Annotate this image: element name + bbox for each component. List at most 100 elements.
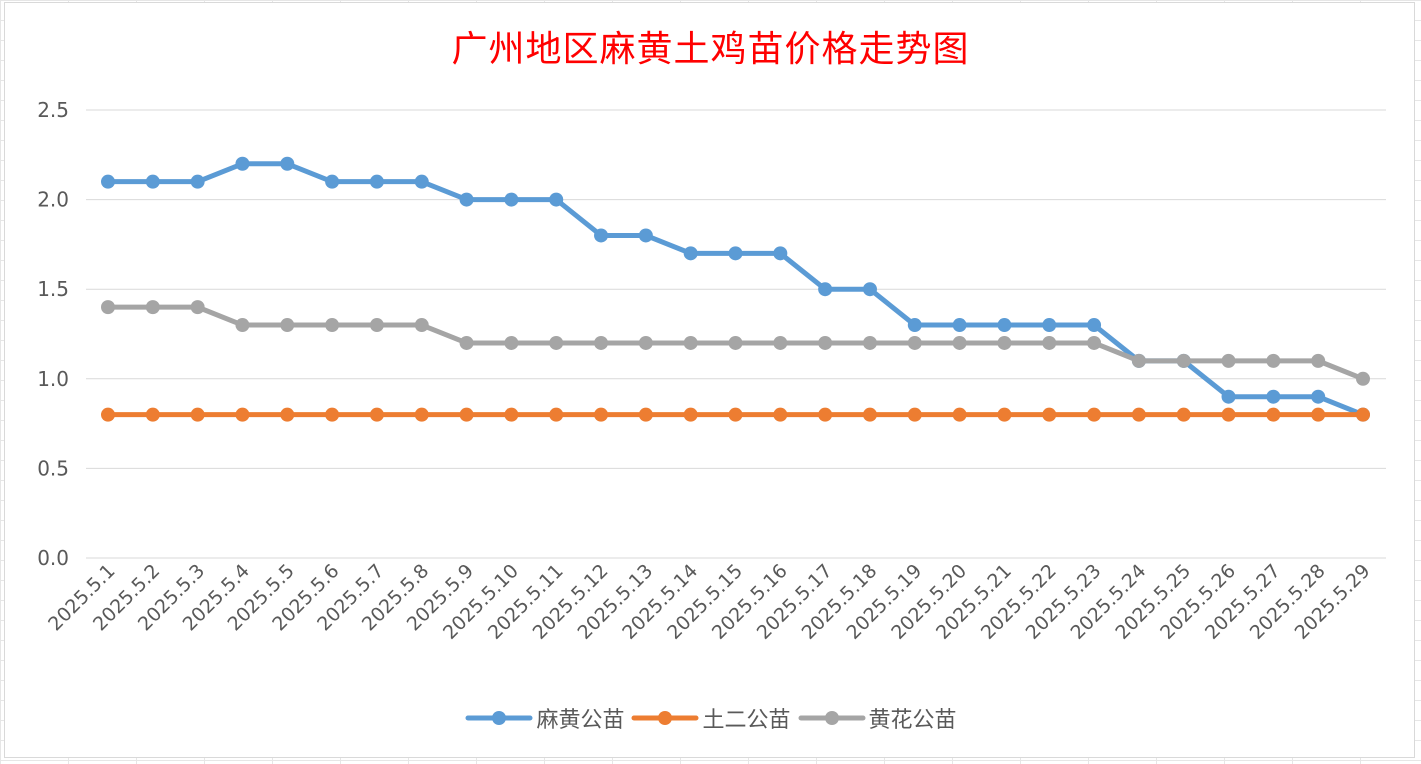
data-point <box>1266 353 1281 368</box>
y-tick-label: 0.0 <box>37 546 69 570</box>
data-point <box>818 335 833 350</box>
data-point <box>280 156 295 171</box>
data-point <box>369 407 384 422</box>
data-point <box>952 407 967 422</box>
data-point <box>1176 407 1191 422</box>
y-tick-label: 2.0 <box>37 188 69 212</box>
data-point <box>414 407 429 422</box>
data-point <box>594 228 609 243</box>
data-point <box>190 300 205 315</box>
data-point <box>1266 407 1281 422</box>
data-point <box>773 246 788 261</box>
data-point <box>549 335 564 350</box>
data-point <box>325 318 340 333</box>
legend-marker-series-3 <box>798 711 865 725</box>
series-3 <box>101 300 1370 386</box>
data-point <box>728 407 743 422</box>
data-point <box>1176 353 1191 368</box>
data-point <box>997 407 1012 422</box>
data-point <box>101 407 115 422</box>
legend-item-series-3: 黄花公苗 <box>797 702 957 734</box>
data-point <box>683 407 698 422</box>
data-point <box>459 407 474 422</box>
data-point <box>1042 407 1057 422</box>
data-point <box>728 246 743 261</box>
data-point <box>1356 407 1370 422</box>
data-point <box>1131 353 1146 368</box>
data-point <box>549 407 564 422</box>
data-point <box>1221 407 1236 422</box>
data-point <box>145 407 160 422</box>
series-2 <box>101 407 1370 422</box>
data-point <box>414 174 429 189</box>
data-point <box>325 174 340 189</box>
y-tick-label: 0.5 <box>37 456 69 480</box>
data-point <box>952 335 967 350</box>
data-point <box>190 407 205 422</box>
legend-marker-series-2 <box>631 711 699 725</box>
data-point <box>1311 407 1326 422</box>
data-point <box>235 407 250 422</box>
data-point <box>862 282 877 297</box>
data-point <box>818 407 833 422</box>
data-point <box>594 407 609 422</box>
data-point <box>145 300 160 315</box>
data-point <box>1221 353 1236 368</box>
data-point <box>1042 318 1057 333</box>
data-point <box>862 335 877 350</box>
legend-item-series-1: 麻黄公苗 <box>464 702 624 734</box>
data-point <box>459 335 474 350</box>
data-point <box>1087 407 1102 422</box>
data-point <box>997 335 1012 350</box>
data-point <box>414 318 429 333</box>
data-point <box>862 407 877 422</box>
data-point <box>907 407 922 422</box>
data-point <box>145 174 160 189</box>
data-point <box>638 335 653 350</box>
data-point <box>638 407 653 422</box>
data-point <box>1266 389 1281 404</box>
legend-label-series-1: 麻黄公苗 <box>536 708 625 733</box>
data-point <box>1087 335 1102 350</box>
y-tick-label: 1.0 <box>37 367 69 391</box>
chart-title: 广州地区麻黄土鸡苗价格走势图 <box>451 29 970 70</box>
legend-item-series-2: 土二公苗 <box>630 702 791 734</box>
data-point <box>235 156 250 171</box>
y-tick-label: 2.5 <box>37 98 69 122</box>
data-point <box>773 335 788 350</box>
data-point <box>504 192 519 207</box>
data-point <box>952 318 967 333</box>
chart-area[interactable] <box>4 2 1415 758</box>
data-point <box>1311 389 1326 404</box>
data-point <box>459 192 474 207</box>
legend-label-series-2: 土二公苗 <box>702 708 791 733</box>
data-point <box>1042 335 1057 350</box>
data-point <box>1311 353 1326 368</box>
data-point <box>1221 389 1236 404</box>
data-point <box>325 407 340 422</box>
data-point <box>728 335 743 350</box>
data-point <box>638 228 653 243</box>
data-point <box>549 192 564 207</box>
data-point <box>280 407 295 422</box>
data-point <box>101 174 115 189</box>
data-point <box>504 407 519 422</box>
data-point <box>1131 407 1146 422</box>
legend-marker-series-1 <box>465 711 533 725</box>
data-point <box>683 335 698 350</box>
data-point <box>369 318 384 333</box>
data-point <box>683 246 698 261</box>
data-point <box>773 407 788 422</box>
data-point <box>235 318 250 333</box>
data-point <box>818 282 833 297</box>
data-point <box>280 318 295 333</box>
data-point <box>997 318 1012 333</box>
data-point <box>594 335 609 350</box>
legend-label-series-3: 黄花公苗 <box>868 708 957 733</box>
data-point <box>101 300 115 315</box>
data-point <box>907 318 922 333</box>
chart-legend: 麻黄公苗 土二公苗 黄花公苗 <box>0 702 1421 734</box>
data-point <box>907 335 922 350</box>
data-point <box>1087 318 1102 333</box>
